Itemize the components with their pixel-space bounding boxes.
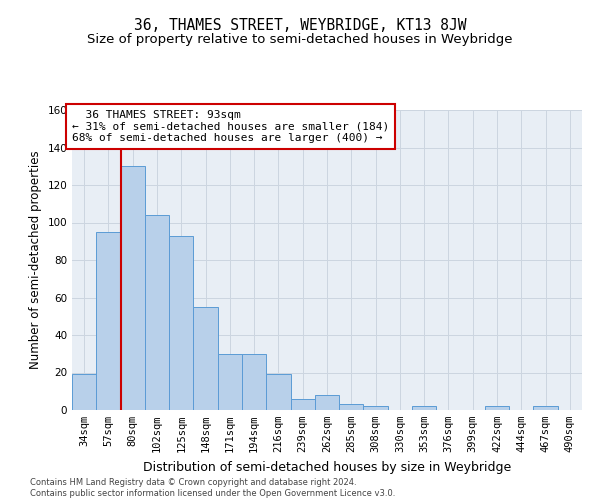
Bar [315, 395, 339, 410]
Text: 36, THAMES STREET, WEYBRIDGE, KT13 8JW: 36, THAMES STREET, WEYBRIDGE, KT13 8JW [134, 18, 466, 32]
Bar [145, 215, 169, 410]
Bar [339, 404, 364, 410]
Bar [218, 354, 242, 410]
Text: Contains HM Land Registry data © Crown copyright and database right 2024.
Contai: Contains HM Land Registry data © Crown c… [30, 478, 395, 498]
Bar [169, 236, 193, 410]
Bar [364, 406, 388, 410]
Bar [72, 374, 96, 410]
Bar [485, 406, 509, 410]
Bar [121, 166, 145, 410]
X-axis label: Distribution of semi-detached houses by size in Weybridge: Distribution of semi-detached houses by … [143, 460, 511, 473]
Text: 36 THAMES STREET: 93sqm
← 31% of semi-detached houses are smaller (184)
68% of s: 36 THAMES STREET: 93sqm ← 31% of semi-de… [72, 110, 389, 143]
Bar [266, 374, 290, 410]
Text: Size of property relative to semi-detached houses in Weybridge: Size of property relative to semi-detach… [87, 32, 513, 46]
Bar [533, 406, 558, 410]
Bar [290, 399, 315, 410]
Bar [193, 307, 218, 410]
Y-axis label: Number of semi-detached properties: Number of semi-detached properties [29, 150, 42, 370]
Bar [412, 406, 436, 410]
Bar [242, 354, 266, 410]
Bar [96, 232, 121, 410]
